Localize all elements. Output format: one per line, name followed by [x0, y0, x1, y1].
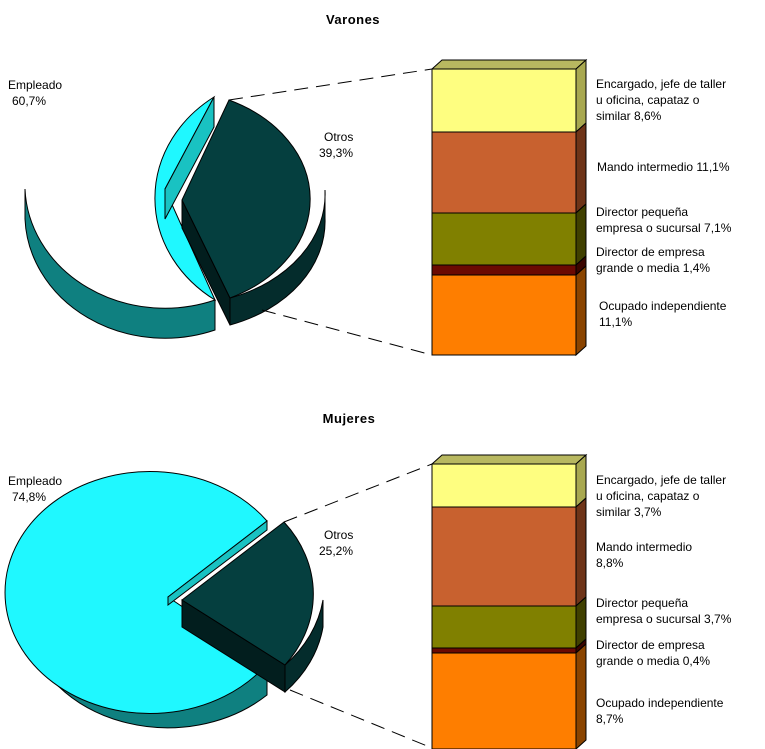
bar-label-encargado-line2: u oficina, capataz o — [596, 93, 700, 107]
bar-top-face — [430, 59, 588, 70]
bar-label-independiente-line1: Ocupado independiente — [596, 696, 724, 710]
bar-segment-independiente — [431, 642, 587, 749]
bar-label-mando-line1: Mando intermedio 11,1% — [597, 160, 730, 174]
pie-slice-empleado — [24, 95, 217, 339]
breakdown-bar — [430, 58, 588, 357]
bar-segment-mando — [431, 496, 587, 608]
bar-label-encargado-line1: Encargado, jefe de taller — [596, 77, 726, 91]
bar-label-encargado-line3: similar 8,6% — [596, 109, 662, 123]
pie-label-otros: Otros — [324, 130, 353, 144]
pie-label-empleado: Empleado — [8, 474, 62, 488]
bar-label-encargado-line2: u oficina, capataz o — [596, 489, 700, 503]
connector-line-bottom — [289, 689, 433, 749]
bar-label-independiente-line2: 8,7% — [596, 712, 624, 726]
bar-label-director-grande-line2: grande o media 0,4% — [596, 654, 710, 668]
bar-label-director-pequena-line1: Director pequeña — [596, 596, 688, 610]
slice-top — [181, 521, 314, 666]
bar-label-independiente-line1: Ocupado independiente — [599, 299, 727, 313]
bar-label-encargado-line3: similar 3,7% — [596, 505, 662, 519]
bar-segment-mando — [431, 121, 587, 215]
pie-value-empleado: 60,7% — [12, 94, 46, 108]
pie-value-otros: 25,2% — [319, 544, 353, 558]
bar-top-face — [430, 454, 588, 465]
pie-slice-otros — [181, 521, 324, 694]
connector-line-bottom — [261, 309, 433, 356]
bar-segment-encargado — [431, 453, 587, 509]
chart-title: Varones — [326, 12, 380, 27]
bar-label-director-grande-line1: Director de empresa — [596, 245, 705, 259]
pie-label-empleado: Empleado — [8, 78, 62, 92]
connector-line-top — [228, 68, 433, 101]
bar-label-encargado-line1: Encargado, jefe de taller — [596, 473, 726, 487]
bar-label-director-pequena-line2: empresa o sucursal 3,7% — [596, 612, 732, 626]
pie-value-empleado: 74,8% — [12, 490, 46, 504]
bar-segment-independiente — [431, 264, 587, 357]
bar-segment-director-pequena — [431, 202, 587, 267]
bar-label-director-pequena-line1: Director pequeña — [596, 205, 688, 219]
bar-label-director-grande-line1: Director de empresa — [596, 638, 705, 652]
bar-label-mando-line1: Mando intermedio — [596, 540, 692, 554]
bar-label-independiente-line2: 11,1% — [599, 315, 632, 329]
pie-label-otros: Otros — [324, 528, 353, 542]
bar-label-mando-line2: 8,8% — [596, 556, 624, 570]
bar-segment-encargado — [431, 58, 587, 134]
slice-top — [181, 99, 311, 299]
slice-side — [284, 599, 324, 694]
connector-line-top — [283, 463, 433, 523]
pie-value-otros: 39,3% — [319, 146, 353, 160]
panel-varones: Varones Empleado 60,7% Otros 39,3% — [8, 12, 732, 357]
breakdown-bar — [430, 453, 588, 749]
slice-cut-face — [164, 96, 215, 220]
slice-cut-face — [167, 519, 268, 607]
pie-slice-otros — [181, 99, 326, 326]
panel-mujeres: Mujeres Empleado 74,8% Otros 25,2% — [4, 411, 732, 749]
pie-slice-empleado — [4, 471, 268, 729]
slice-top — [154, 95, 217, 302]
slice-top — [4, 471, 268, 714]
chart-title: Mujeres — [323, 411, 376, 426]
bar-label-director-pequena-line2: empresa o sucursal 7,1% — [596, 221, 732, 235]
bar-label-director-grande-line2: grande o media 1,4% — [596, 261, 710, 275]
slice-side — [229, 189, 326, 326]
slice-side — [24, 188, 216, 339]
